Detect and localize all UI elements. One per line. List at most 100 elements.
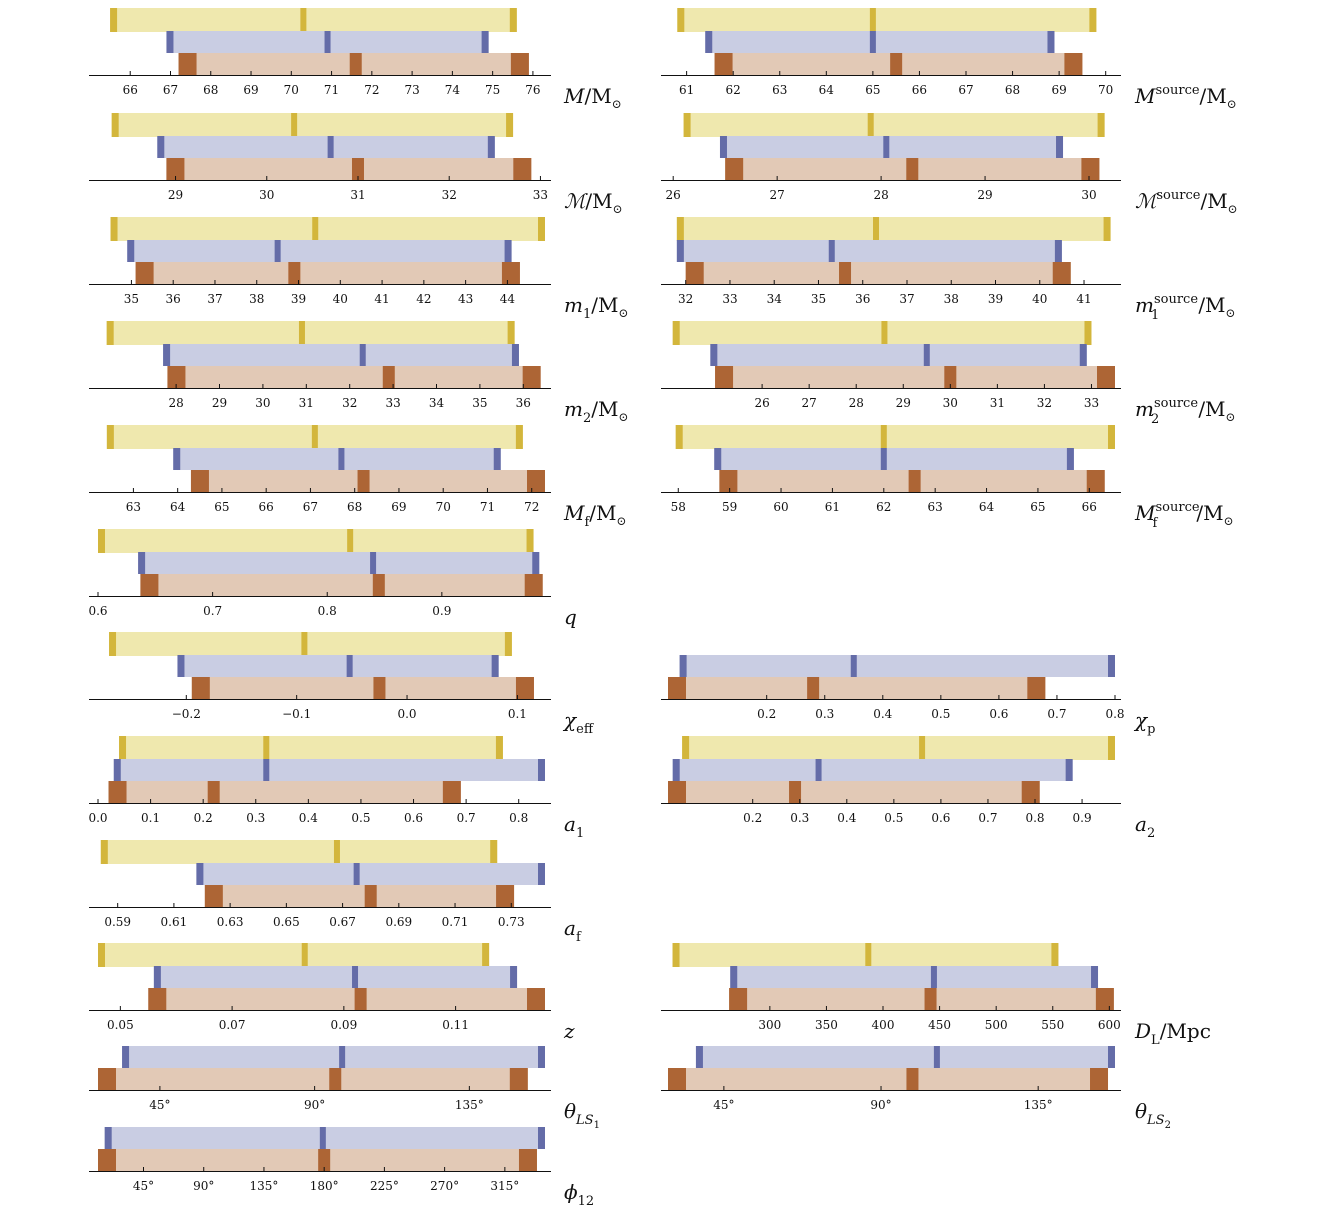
a1-blue-upper-mark — [538, 759, 545, 781]
M_det-brown-median-mark — [349, 53, 362, 75]
m2_src-yellow-upper-mark — [1084, 321, 1092, 345]
chi_eff-brown-median-mark — [373, 677, 386, 699]
chi_eff-brown-lower-mark — [191, 677, 210, 699]
z-tick-label: 0.07 — [219, 1018, 246, 1032]
Mf_det-brown-lower-mark — [190, 470, 209, 492]
Mf_det-tick-label: 64 — [170, 500, 186, 514]
panel-Mc_det: 29 30 31 32 33 ℳ/M⊙ — [89, 113, 623, 216]
Mc_src-tick-label: 30 — [1081, 188, 1096, 202]
panel-Mf_src: 58 59 60 61 62 63 64 65 66 Msource f/M⊙ — [661, 425, 1234, 531]
af-tick-label: 0.71 — [442, 915, 469, 929]
a1-tick-label: 0.5 — [351, 811, 370, 825]
Mc_src-yellow-lower-mark — [683, 113, 691, 137]
m2_det-brown-upper-mark — [522, 366, 541, 388]
af-blue-upper-mark — [538, 863, 545, 885]
panel-q: 0.6 0.7 0.8 0.9 q — [88, 529, 577, 629]
Mc_det-yellow-bar — [111, 113, 514, 137]
m1_src-blue-lower-mark — [676, 240, 684, 262]
Mf_src-tick-label: 66 — [1082, 500, 1097, 514]
a1-tick-label: 0.1 — [141, 811, 160, 825]
m1_src-blue-bar — [676, 240, 1062, 262]
a2-tick-label: 0.7 — [978, 811, 997, 825]
z-yellow-lower-mark — [98, 943, 105, 967]
M_src-yellow-bar — [677, 8, 1097, 32]
q-tick-label: 0.6 — [88, 604, 107, 618]
a1-tick-label: 0.8 — [509, 811, 528, 825]
Mf_src-yellow-bar — [675, 425, 1115, 449]
chi_eff-tick-label: −0.1 — [282, 707, 311, 721]
a2-brown-bar — [668, 781, 1040, 803]
q-yellow-bar — [98, 529, 534, 553]
Mc_det-blue-median-mark — [327, 136, 334, 158]
phi12-tick-label: 270° — [430, 1179, 459, 1193]
a1-yellow-lower-mark — [119, 736, 127, 760]
m1_det-tick-label: 44 — [500, 292, 516, 306]
M_src-blue-upper-mark — [1047, 31, 1055, 53]
panel-af: 0.59 0.61 0.63 0.65 0.67 0.69 0.71 0.73 af — [89, 840, 582, 945]
m1_det-yellow-median-mark — [312, 217, 319, 241]
m1_det-tick-label: 41 — [374, 292, 389, 306]
M_src-brown-upper-mark — [1064, 53, 1083, 75]
m1_det-brown-median-mark — [288, 262, 301, 284]
q-blue-bar — [138, 552, 540, 574]
chi_p-tick-label: 0.7 — [1047, 707, 1066, 721]
m2_det-tick-label: 28 — [168, 396, 183, 410]
a2-axis-label: a2 — [1135, 812, 1155, 841]
Mf_src-blue-bar — [714, 448, 1074, 470]
m2_src-axis-label: msource 2/M⊙ — [1135, 396, 1236, 427]
M_det-yellow-bar — [110, 8, 517, 32]
a1-blue-median-mark — [263, 759, 270, 781]
a2-blue-upper-mark — [1065, 759, 1073, 781]
af-yellow-median-mark — [333, 840, 340, 864]
m1_src-yellow-upper-mark — [1103, 217, 1111, 241]
m1_det-tick-label: 43 — [458, 292, 473, 306]
Mf_src-yellow-lower-mark — [675, 425, 683, 449]
Mf_det-tick-label: 66 — [259, 500, 274, 514]
Mf_src-tick-label: 62 — [876, 500, 891, 514]
panel-M_src: 61 62 63 64 65 66 67 68 69 70 Msource/M⊙ — [661, 8, 1237, 111]
M_src-tick-label: 69 — [1051, 83, 1066, 97]
theta_LS2-brown-bar — [668, 1068, 1109, 1090]
q-yellow-upper-mark — [526, 529, 534, 553]
m2_det-tick-label: 33 — [385, 396, 400, 410]
M_src-blue-bar — [705, 31, 1055, 53]
D_L-blue-median-mark — [930, 966, 937, 988]
q-brown-bar — [140, 574, 543, 596]
Mc_src-blue-lower-mark — [719, 136, 727, 158]
a2-tick-label: 0.5 — [884, 811, 903, 825]
m2_det-yellow-median-mark — [298, 321, 305, 345]
a2-tick-label: 0.6 — [931, 811, 950, 825]
Mc_det-axis-label: ℳ/M⊙ — [564, 189, 623, 216]
a2-tick-label: 0.3 — [790, 811, 809, 825]
M_src-tick-label: 63 — [772, 83, 787, 97]
D_L-blue-bar — [730, 966, 1099, 988]
Mf_det-yellow-median-mark — [311, 425, 318, 449]
chi_eff-blue-lower-mark — [177, 655, 185, 677]
D_L-tick-label: 550 — [1041, 1018, 1064, 1032]
chi_eff-blue-median-mark — [346, 655, 353, 677]
Mf_det-blue-median-mark — [338, 448, 345, 470]
phi12-tick-label: 180° — [310, 1179, 339, 1193]
Mc_det-blue-lower-mark — [157, 136, 165, 158]
panel-M_det: 66 67 68 69 70 71 72 73 74 75 76 M/M⊙ — [89, 8, 622, 111]
m2_src-tick-label: 30 — [943, 396, 958, 410]
theta_LS2-tick-label: 90° — [870, 1098, 891, 1112]
theta_LS2-axis-label: θLS2 — [1135, 1099, 1171, 1131]
m2_det-blue-upper-mark — [511, 344, 519, 366]
a2-tick-label: 0.2 — [743, 811, 762, 825]
a1-brown-lower-mark — [108, 781, 127, 803]
Mf_det-blue-bar — [173, 448, 501, 470]
M_src-yellow-upper-mark — [1089, 8, 1097, 32]
af-brown-bar — [204, 885, 515, 907]
Mc_src-brown-upper-mark — [1081, 158, 1100, 180]
q-yellow-lower-mark — [98, 529, 105, 553]
m2_det-tick-label: 32 — [342, 396, 357, 410]
chi_p-brown-bar — [668, 677, 1046, 699]
a2-tick-label: 0.4 — [837, 811, 856, 825]
a2-yellow-bar — [682, 736, 1115, 760]
Mc_src-yellow-median-mark — [867, 113, 874, 137]
Mc_det-yellow-lower-mark — [111, 113, 119, 137]
D_L-tick-label: 500 — [985, 1018, 1008, 1032]
phi12-brown-bar — [98, 1149, 537, 1171]
M_src-axis-label: Msource/M⊙ — [1134, 83, 1237, 111]
